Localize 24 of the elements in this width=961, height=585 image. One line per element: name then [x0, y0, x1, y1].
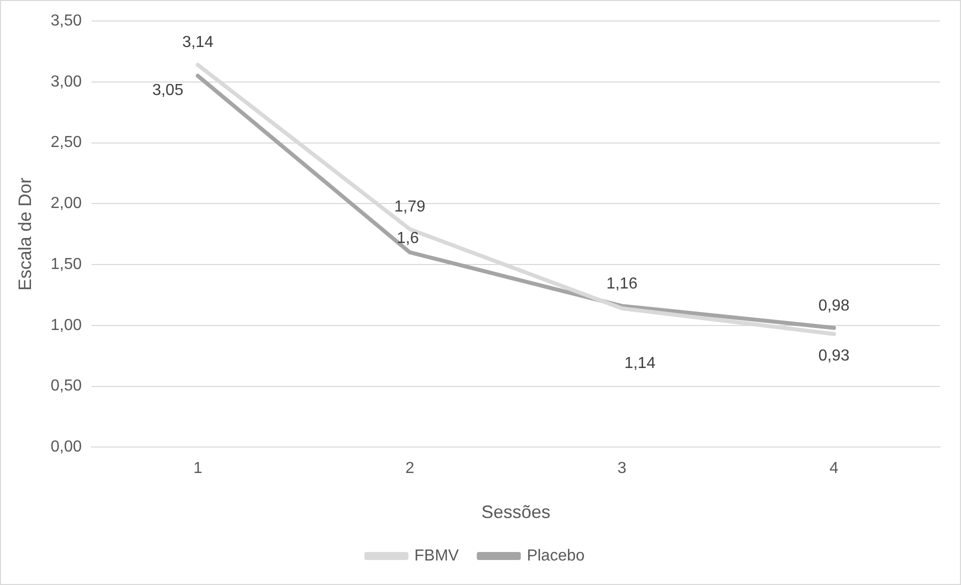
- data-label: 0,93: [818, 347, 850, 364]
- y-tick-label: 3,50: [50, 12, 82, 30]
- data-label: 3,14: [182, 34, 214, 52]
- y-tick-label: 3,00: [50, 73, 82, 90]
- x-tick-label: 3: [617, 460, 626, 478]
- y-axis-title: Escala de Dor: [14, 178, 35, 291]
- y-tick-label: 2,00: [50, 195, 82, 212]
- y-tick-label: 2,50: [50, 134, 82, 152]
- data-label: 3,05: [152, 82, 184, 100]
- legend-label: Placebo: [526, 547, 585, 564]
- x-tick-label: 4: [830, 460, 839, 478]
- legend-label: FBMV: [414, 547, 460, 564]
- y-tick-label: 0,50: [50, 378, 82, 395]
- data-label: 1,6: [396, 230, 420, 247]
- y-tick-label: 1,50: [50, 256, 82, 273]
- data-label: 1,16: [606, 275, 638, 292]
- data-label: 0,98: [818, 297, 850, 314]
- data-label: 1,79: [394, 198, 426, 216]
- x-tick-label: 2: [405, 460, 414, 478]
- y-tick-label: 0,00: [50, 438, 82, 456]
- x-axis-title: Sessões: [481, 502, 550, 522]
- data-label: 1,14: [624, 354, 656, 372]
- y-tick-label: 1,00: [50, 316, 82, 334]
- x-tick-label: 1: [193, 460, 202, 478]
